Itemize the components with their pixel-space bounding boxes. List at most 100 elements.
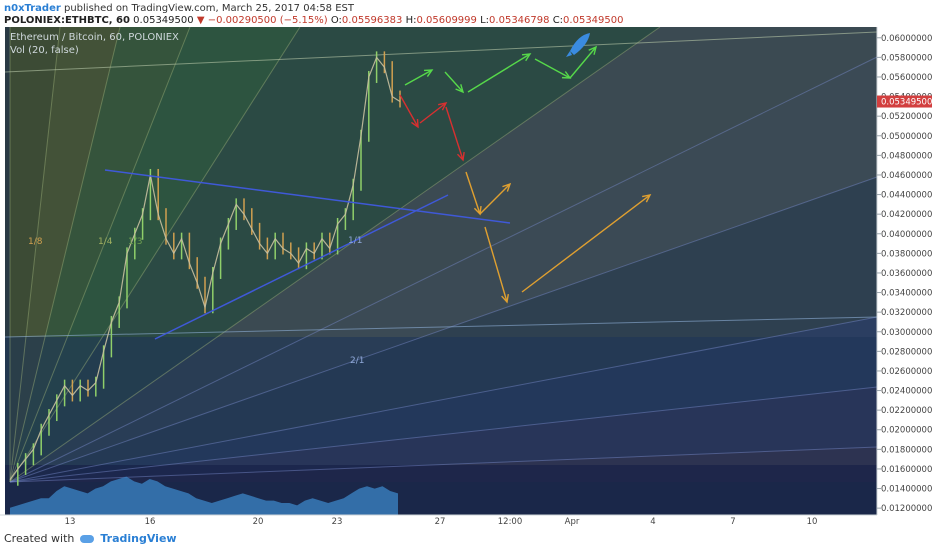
time-tick-label: 20 xyxy=(253,517,264,527)
orange-arrow xyxy=(479,183,511,215)
price-chart[interactable]: 1/8 1/4 1/3 1/1 2/1 0.06000000 0.05800000 0.056… xyxy=(0,27,932,527)
publish-header: n0xTrader published on TradingView.com, … xyxy=(4,3,354,14)
orange-arrow xyxy=(465,171,481,215)
author-link[interactable]: n0xTrader xyxy=(4,3,61,14)
price-tick-label: 0.01600000 xyxy=(881,465,932,475)
low-label: L: xyxy=(480,15,490,26)
price-tick-label: 0.03200000 xyxy=(881,308,932,318)
price-tick-label: 0.01200000 xyxy=(881,504,932,514)
price-tick-label: 0.05800000 xyxy=(881,53,932,63)
time-axis-bg xyxy=(0,515,932,527)
time-tick-label: 12:00 xyxy=(498,517,523,527)
price-tick-label: 0.03600000 xyxy=(881,269,932,279)
symbol-bar: POLONIEX:ETHBTC, 60 0.05349500 ▼ −0.0029… xyxy=(4,15,624,26)
bear-arrow-head xyxy=(411,118,419,129)
footer: Created with TradingView xyxy=(4,532,177,545)
volume-indicator-label[interactable]: Vol (20, false) xyxy=(10,45,79,56)
tradingview-cloud-icon xyxy=(80,534,95,543)
fan-line xyxy=(9,27,121,483)
fan-line xyxy=(9,176,878,483)
current-price-tag xyxy=(877,95,932,108)
close-value: 0.05349500 xyxy=(563,15,624,26)
price-tick-label: 0.01800000 xyxy=(881,445,932,455)
time-tick-label: 4 xyxy=(650,517,655,527)
bull-arrow-head xyxy=(521,53,532,62)
fan-line xyxy=(9,386,878,483)
price-tick-label: 0.02800000 xyxy=(881,347,932,357)
created-with-text: Created with xyxy=(4,532,75,545)
fan-line xyxy=(9,446,878,483)
price-change: −0.00290500 (−5.15%) xyxy=(207,15,328,26)
bull-arrow xyxy=(444,71,464,93)
time-tick-label: 23 xyxy=(332,517,343,527)
fan-label: 2/1 xyxy=(350,356,364,366)
last-price: 0.05349500 xyxy=(133,15,194,26)
fan-label: 1/1 xyxy=(348,236,362,246)
open-label: O: xyxy=(330,15,342,26)
orange-arrow-head xyxy=(501,293,510,304)
bear-arrow-head xyxy=(438,102,448,111)
bear-arrow-head xyxy=(456,151,465,162)
price-tick-label: 0.01400000 xyxy=(881,485,932,495)
resistance-trendline xyxy=(104,169,511,224)
bull-arrow xyxy=(569,46,597,79)
orange-arrow xyxy=(521,194,651,293)
bull-arrow-head xyxy=(455,84,465,94)
price-tick-label: 0.02600000 xyxy=(881,367,932,377)
bull-arrow-head xyxy=(588,45,598,55)
time-tick-label: Apr xyxy=(565,517,580,527)
price-line xyxy=(9,56,401,481)
price-tick-label: 0.04800000 xyxy=(881,151,932,161)
bear-arrow xyxy=(445,106,464,161)
ticker-label: POLONIEX:ETHBTC, 60 xyxy=(4,15,130,26)
price-tick-label: 0.04600000 xyxy=(881,171,932,181)
level-line xyxy=(4,31,878,73)
fan-label: 1/3 xyxy=(128,237,142,247)
price-tick-label: 0.05000000 xyxy=(881,132,932,142)
bull-arrow xyxy=(404,69,433,86)
orange-arrow-head xyxy=(642,194,652,203)
close-label: C: xyxy=(552,15,564,26)
low-value: 0.05346798 xyxy=(489,15,550,26)
fan-line xyxy=(9,56,878,483)
orange-arrow-head xyxy=(502,182,512,192)
level-line xyxy=(4,316,878,338)
fan-line xyxy=(9,27,61,483)
support-trendline xyxy=(154,194,449,340)
bull-arrow xyxy=(467,53,531,93)
bull-arrow-head xyxy=(423,69,434,77)
price-tick-label: 0.04000000 xyxy=(881,230,932,240)
high-label: H: xyxy=(405,15,417,26)
high-value: 0.05609999 xyxy=(416,15,477,26)
horizontal-band xyxy=(5,337,877,465)
fan-line xyxy=(9,27,661,483)
orange-arrow xyxy=(484,226,508,303)
volume-area xyxy=(10,476,398,515)
price-tick-label: 0.03800000 xyxy=(881,249,932,259)
open-value: 0.05596383 xyxy=(341,15,403,26)
price-tick-label: 0.05600000 xyxy=(881,73,932,83)
price-tick-label: 0.04200000 xyxy=(881,210,932,220)
price-tick-label: 0.05200000 xyxy=(881,112,932,122)
price-tick-label: 0.03400000 xyxy=(881,289,932,299)
rocket-icon xyxy=(566,33,590,57)
time-tick-label: 7 xyxy=(730,517,735,527)
down-arrow-icon: ▼ xyxy=(196,15,205,26)
time-tick-label: 13 xyxy=(65,517,76,527)
time-tick-label: 10 xyxy=(807,517,818,527)
price-tick-label: 0.02400000 xyxy=(881,387,932,397)
tradingview-logo[interactable]: TradingView xyxy=(100,532,177,545)
fan-line xyxy=(9,27,191,483)
bull-arrow xyxy=(534,58,571,79)
publish-info: published on TradingView.com, March 25, … xyxy=(64,3,354,14)
price-axis-bg xyxy=(877,27,932,527)
price-tick-label: 0.02000000 xyxy=(881,426,932,436)
time-tick-label: 27 xyxy=(435,517,446,527)
time-tick-label: 16 xyxy=(145,517,156,527)
bear-arrow xyxy=(399,94,419,128)
bear-arrow xyxy=(419,102,447,124)
price-tick-label: 0.04400000 xyxy=(881,191,932,201)
price-tick-label: 0.03000000 xyxy=(881,328,932,338)
price-tick-label: 0.02200000 xyxy=(881,406,932,416)
price-tick-label: 0.06000000 xyxy=(881,34,932,44)
